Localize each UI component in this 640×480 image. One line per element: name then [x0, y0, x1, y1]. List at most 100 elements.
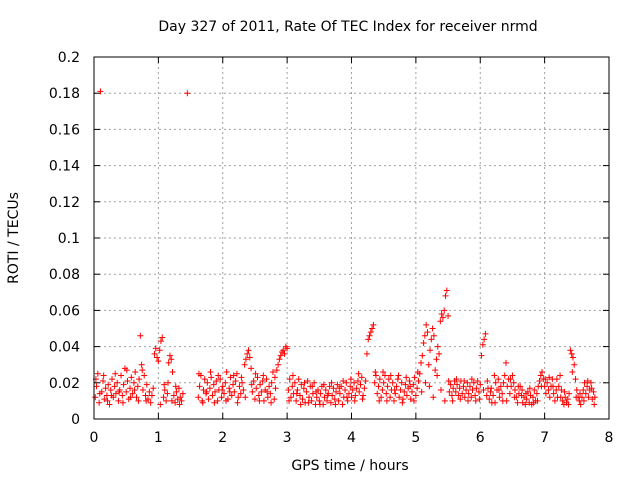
data-point: [449, 397, 456, 404]
data-point: [551, 397, 558, 404]
data-point: [141, 372, 148, 379]
data-point: [228, 392, 235, 399]
data-point: [376, 376, 383, 383]
data-point: [150, 385, 157, 392]
data-point: [203, 388, 210, 395]
data-point: [230, 372, 237, 379]
data-point: [496, 394, 503, 401]
data-point: [476, 396, 483, 403]
data-point: [456, 385, 463, 392]
data-point: [242, 356, 249, 363]
data-point: [534, 397, 541, 404]
data-point: [235, 394, 242, 401]
data-point: [320, 381, 327, 388]
data-point: [421, 332, 428, 339]
data-point: [335, 397, 342, 404]
data-point: [237, 390, 244, 397]
data-point: [253, 385, 260, 392]
data-point: [94, 370, 101, 377]
data-point: [161, 387, 168, 394]
data-point: [226, 385, 233, 392]
data-point: [475, 388, 482, 395]
data-point: [538, 383, 545, 390]
data-point: [321, 394, 328, 401]
data-point: [366, 332, 373, 339]
data-point: [101, 396, 108, 403]
data-point: [406, 377, 413, 384]
data-point: [374, 390, 381, 397]
data-point: [372, 372, 379, 379]
data-point: [351, 379, 358, 386]
data-point: [347, 376, 354, 383]
data-point: [172, 399, 179, 406]
data-point: [533, 390, 540, 397]
data-point: [418, 359, 425, 366]
data-point: [542, 376, 549, 383]
data-point: [340, 377, 347, 384]
data-point: [430, 332, 437, 339]
data-point: [469, 387, 476, 394]
data-point: [365, 336, 372, 343]
data-point: [360, 392, 367, 399]
axis-ticks: 0 1 2 3 4 5 6 7 8 0 0.02 0.04 0.06 0.08 0.1 0.12 0.14 0.1…: [49, 50, 614, 446]
data-point: [260, 372, 267, 379]
data-point: [327, 399, 334, 406]
data-point: [239, 379, 246, 386]
data-point: [210, 381, 217, 388]
data-point: [580, 397, 587, 404]
data-point: [299, 396, 306, 403]
data-point: [300, 385, 307, 392]
y-tick-label: 0.04: [49, 340, 80, 356]
data-point: [293, 397, 300, 404]
data-point: [236, 383, 243, 390]
data-point: [306, 394, 313, 401]
data-point: [379, 387, 386, 394]
data-point: [389, 379, 396, 386]
data-point: [324, 397, 331, 404]
x-tick-label: 4: [347, 430, 356, 446]
data-point: [218, 394, 225, 401]
data-point: [380, 368, 387, 375]
data-point: [511, 394, 518, 401]
data-point: [544, 379, 551, 386]
data-point: [492, 379, 499, 386]
data-point: [419, 352, 426, 359]
data-point: [466, 383, 473, 390]
x-tick-label: 7: [540, 430, 549, 446]
data-point: [111, 383, 118, 390]
data-point: [116, 388, 123, 395]
data-point: [447, 381, 454, 388]
data-point: [584, 383, 591, 390]
data-point: [128, 374, 135, 381]
chart-title: Day 327 of 2011, Rate Of TEC Index for r…: [158, 19, 537, 35]
x-tick-label: 0: [90, 430, 99, 446]
data-point: [503, 397, 510, 404]
data-point: [124, 377, 131, 384]
data-point: [313, 394, 320, 401]
data-point: [536, 377, 543, 384]
data-point: [433, 356, 440, 363]
data-point: [546, 394, 553, 401]
data-point: [545, 387, 552, 394]
data-point: [446, 388, 453, 395]
data-point: [154, 354, 161, 361]
data-point: [465, 390, 472, 397]
data-point: [437, 387, 444, 394]
data-point: [159, 334, 166, 341]
data-point: [410, 397, 417, 404]
data-point: [199, 399, 206, 406]
data-point: [143, 381, 150, 388]
data-point: [249, 388, 256, 395]
data-point: [156, 347, 163, 354]
data-point: [414, 385, 421, 392]
data-points: [92, 88, 598, 408]
data-point: [499, 390, 506, 397]
data-point: [135, 397, 142, 404]
data-point: [333, 388, 340, 395]
data-point: [204, 379, 211, 386]
data-point: [303, 388, 310, 395]
data-point: [474, 377, 481, 384]
data-point: [495, 387, 502, 394]
data-point: [383, 390, 390, 397]
data-point: [155, 358, 162, 365]
